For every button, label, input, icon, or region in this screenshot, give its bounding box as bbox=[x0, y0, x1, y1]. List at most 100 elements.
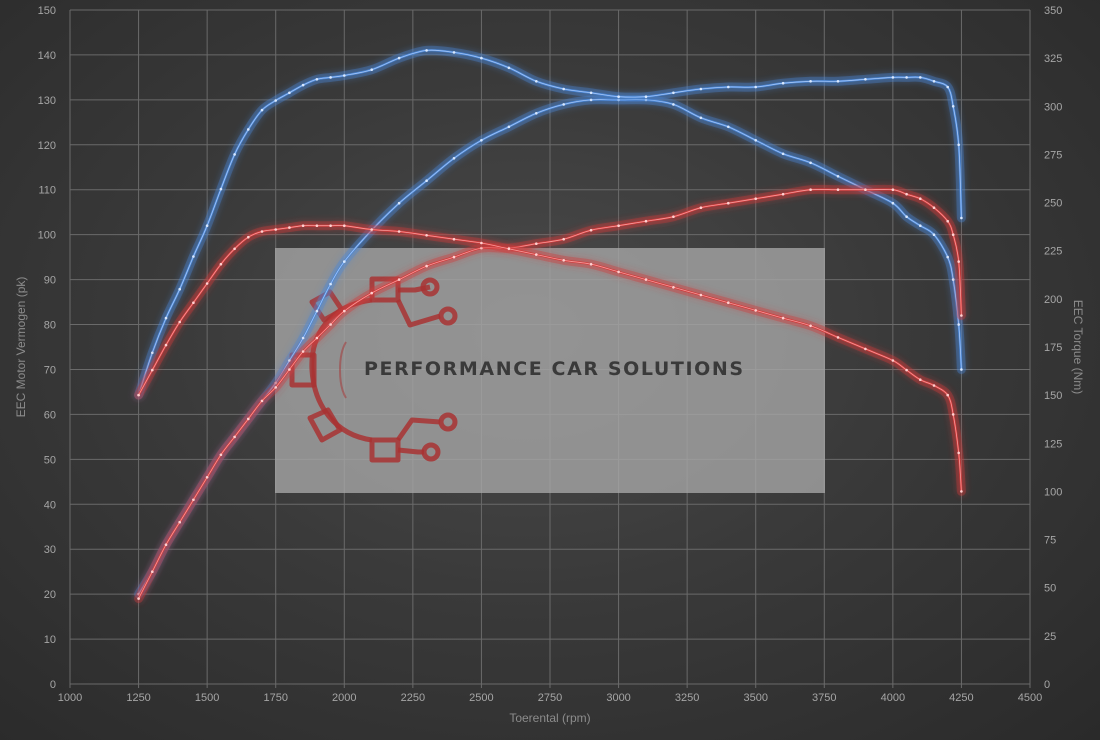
data-point bbox=[192, 301, 195, 305]
data-point bbox=[397, 230, 401, 233]
data-point bbox=[589, 228, 593, 232]
data-point bbox=[452, 157, 456, 160]
data-point bbox=[562, 87, 565, 91]
data-point bbox=[233, 153, 236, 156]
data-point bbox=[233, 435, 236, 439]
data-point bbox=[699, 116, 703, 120]
data-point bbox=[205, 282, 209, 285]
data-point bbox=[919, 378, 922, 382]
data-point bbox=[343, 74, 346, 77]
data-point bbox=[329, 224, 332, 227]
data-point bbox=[452, 255, 456, 259]
data-point bbox=[589, 98, 593, 102]
y-left-tick-label: 110 bbox=[38, 185, 56, 197]
data-point bbox=[562, 103, 565, 106]
data-point bbox=[644, 278, 648, 281]
data-point bbox=[836, 336, 840, 339]
y-right-axis-title: EEC Torque (Nm) bbox=[1071, 300, 1085, 394]
y-left-tick-label: 60 bbox=[44, 409, 56, 421]
y-right-tick-label: 150 bbox=[1044, 390, 1062, 402]
x-tick-label: 2500 bbox=[469, 692, 493, 704]
data-point bbox=[219, 187, 223, 191]
data-point bbox=[247, 128, 250, 131]
data-point bbox=[329, 76, 332, 79]
x-tick-label: 3500 bbox=[743, 692, 767, 704]
data-point bbox=[205, 476, 209, 479]
y-right-tick-label: 75 bbox=[1044, 535, 1056, 547]
data-point bbox=[274, 99, 278, 102]
data-point bbox=[891, 188, 895, 191]
data-point bbox=[205, 224, 209, 227]
data-point bbox=[507, 125, 511, 129]
data-point bbox=[809, 188, 812, 191]
data-point bbox=[164, 343, 168, 347]
data-point bbox=[699, 87, 703, 91]
x-tick-label: 1750 bbox=[263, 692, 287, 704]
data-point bbox=[260, 230, 264, 233]
axes: 1000 1250 1500 1750 2000 2250 2500 2750 3000 3250… bbox=[14, 5, 1085, 725]
data-point bbox=[960, 216, 963, 220]
data-point bbox=[480, 139, 483, 142]
data-point bbox=[672, 91, 675, 95]
x-tick-label: 1500 bbox=[195, 692, 219, 704]
y-right-tick-label: 200 bbox=[1044, 294, 1062, 306]
data-point bbox=[919, 197, 922, 200]
data-point bbox=[617, 224, 620, 227]
data-point bbox=[315, 309, 319, 313]
data-point bbox=[946, 85, 949, 89]
data-point bbox=[219, 262, 223, 266]
series bbox=[134, 45, 966, 604]
y-right-tick-label: 300 bbox=[1044, 101, 1062, 113]
data-point bbox=[951, 278, 955, 281]
data-point bbox=[809, 161, 812, 165]
data-point bbox=[781, 192, 785, 196]
y-left-tick-label: 100 bbox=[38, 230, 56, 242]
y-left-tick-label: 80 bbox=[44, 320, 56, 332]
y-right-tick-label: 175 bbox=[1044, 342, 1062, 354]
x-tick-label: 1000 bbox=[58, 692, 82, 704]
data-point bbox=[535, 80, 538, 83]
y-right-tick-label: 0 bbox=[1044, 679, 1050, 691]
data-point bbox=[301, 350, 305, 353]
data-point bbox=[951, 233, 955, 236]
data-point bbox=[919, 224, 922, 227]
data-point bbox=[137, 393, 140, 397]
data-point bbox=[233, 247, 236, 251]
data-point bbox=[951, 413, 955, 416]
data-point bbox=[905, 215, 908, 218]
data-point bbox=[535, 242, 538, 245]
x-tick-label: 2750 bbox=[538, 692, 562, 704]
watermark-panel bbox=[275, 248, 825, 493]
data-point bbox=[164, 316, 168, 320]
watermark: PERFORMANCE CAR SOLUTIONS bbox=[275, 248, 825, 493]
data-point bbox=[151, 351, 154, 355]
data-point bbox=[260, 399, 264, 403]
data-point bbox=[178, 320, 181, 324]
data-point bbox=[397, 201, 401, 205]
data-point bbox=[343, 224, 346, 227]
data-point bbox=[932, 206, 936, 209]
y-left-tick-label: 150 bbox=[38, 5, 56, 17]
data-point bbox=[562, 237, 565, 241]
data-point bbox=[957, 451, 960, 455]
data-point bbox=[754, 197, 757, 200]
data-point bbox=[507, 247, 511, 251]
data-point bbox=[247, 235, 250, 239]
x-tick-label: 4000 bbox=[881, 692, 905, 704]
data-point bbox=[932, 80, 936, 83]
data-point bbox=[727, 85, 730, 89]
data-point bbox=[932, 384, 936, 387]
data-point bbox=[672, 103, 675, 106]
data-point bbox=[960, 314, 963, 317]
data-point bbox=[425, 179, 428, 182]
data-point bbox=[960, 368, 963, 371]
data-point bbox=[288, 368, 291, 371]
data-point bbox=[644, 219, 648, 223]
data-point bbox=[754, 85, 757, 89]
y-right-tick-label: 25 bbox=[1044, 631, 1056, 643]
data-point bbox=[192, 498, 195, 502]
y-left-tick-label: 20 bbox=[44, 589, 56, 601]
data-point bbox=[370, 228, 374, 231]
x-tick-label: 1250 bbox=[126, 692, 150, 704]
